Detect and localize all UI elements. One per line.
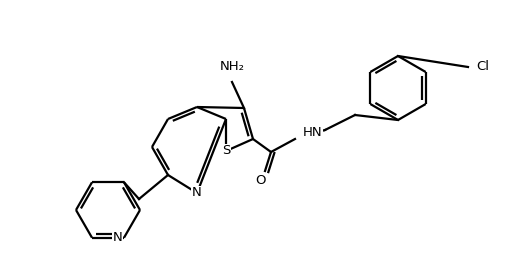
Text: HN: HN	[303, 126, 323, 140]
Text: Cl: Cl	[476, 61, 489, 73]
Text: N: N	[192, 186, 202, 200]
Text: NH₂: NH₂	[220, 60, 244, 73]
Text: O: O	[256, 174, 266, 186]
Text: S: S	[222, 144, 230, 158]
Text: N: N	[112, 231, 122, 244]
